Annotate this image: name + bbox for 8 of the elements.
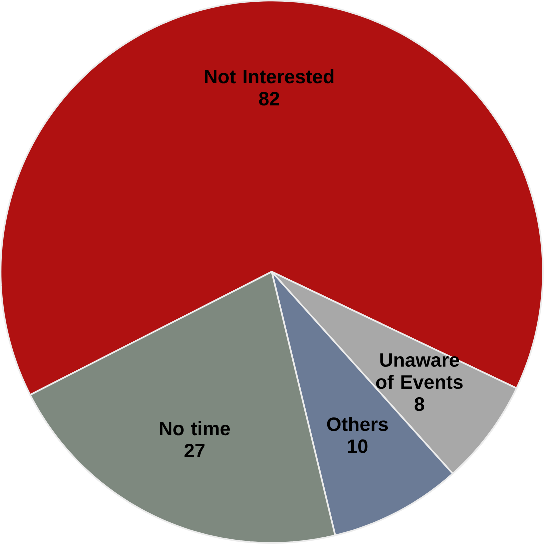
slice-label: Unaware of Events (376, 354, 463, 390)
data-label: 27 (184, 444, 205, 458)
slice-label: No time (160, 421, 230, 436)
data-label: 8 (414, 398, 424, 412)
slice-label: Others (327, 417, 388, 432)
data-label: 10 (348, 440, 368, 454)
data-label: 82 (259, 92, 280, 106)
slice-label: Not Interested (205, 69, 334, 84)
